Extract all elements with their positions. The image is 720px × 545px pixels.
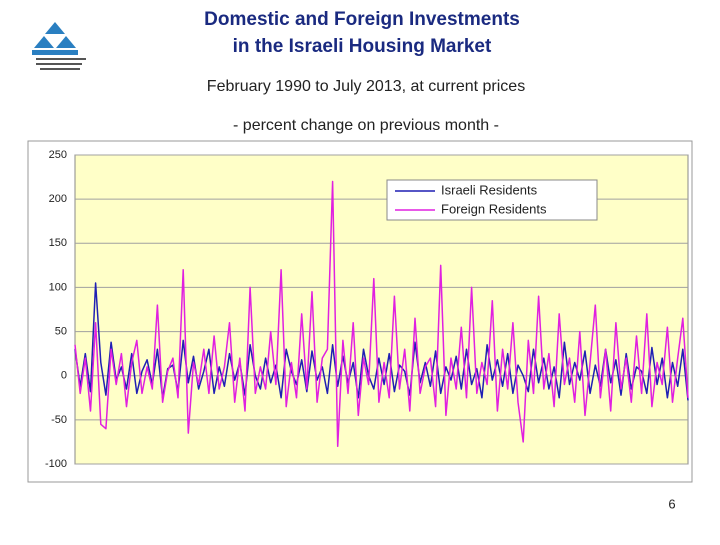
page-number: 6 [668, 496, 675, 511]
y-tick-label: 100 [49, 281, 67, 293]
y-tick-label: 50 [55, 325, 67, 337]
y-tick-label: 0 [61, 370, 67, 382]
y-tick-label: -100 [45, 458, 67, 470]
y-tick-label: 150 [49, 237, 67, 249]
note: - percent change on previous month - [233, 117, 499, 134]
title-line: Domestic and Foreign Investments [204, 9, 520, 30]
title-line: in the Israeli Housing Market [233, 36, 492, 57]
series-line [74, 180, 689, 448]
legend-box [386, 179, 598, 221]
y-tick-label: -50 [51, 414, 67, 426]
subtitle: February 1990 to July 2013, at current p… [207, 78, 525, 95]
legend-label: Foreign Residents [441, 201, 547, 216]
plot: -100 -50 0 50 100 150 200 250 Israeli Residents F… [45, 149, 689, 470]
y-tick-label: 250 [49, 149, 67, 161]
y-tick-label: 200 [49, 193, 67, 205]
legend-label: Israeli Residents [441, 182, 538, 197]
logo [32, 22, 86, 70]
